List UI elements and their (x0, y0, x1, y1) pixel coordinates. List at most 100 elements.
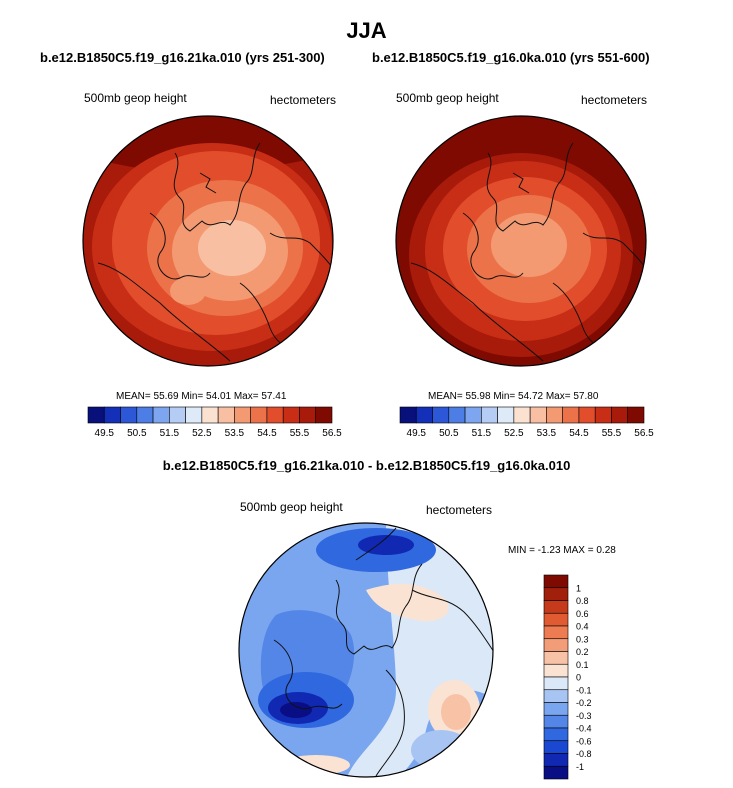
colorbar-cell (543, 587, 569, 601)
panel-left-units: hectometers (270, 93, 337, 107)
colorbar-tick-label: 56.5 (634, 428, 654, 439)
colorbar-cell (543, 714, 569, 729)
difference-variable: 500mb geop height (240, 500, 343, 514)
diff-level (441, 694, 471, 730)
colorbar-tick-label: 50.5 (127, 428, 147, 439)
colorbar-cell (543, 625, 569, 640)
difference-units: hectometers (426, 503, 493, 517)
panel-right-colorbar: 49.5 50.5 51.5 52.5 53.5 54.5 55.5 56.5 (399, 406, 654, 439)
figure-title: JJA (346, 18, 387, 43)
colorbar-tick-label: 54.5 (257, 428, 277, 439)
colorbar-cell (543, 702, 569, 716)
colorbar-cell (481, 406, 498, 424)
panel-right-stats: MEAN= 55.98 Min= 54.72 Max= 57.80 (428, 391, 599, 402)
panel-right-units: hectometers (581, 93, 648, 107)
panel-left-stats: MEAN= 55.69 Min= 54.01 Max= 57.41 (116, 391, 287, 402)
colorbar-cell (432, 406, 450, 424)
panel-right-variable: 500mb geop height (396, 91, 499, 105)
colorbar-tick-label: 0.8 (576, 596, 589, 606)
field-level (491, 213, 567, 277)
difference-map (238, 522, 494, 778)
diff-level (366, 584, 449, 622)
field-level (198, 220, 266, 276)
colorbar-tick-label: -0.8 (576, 749, 592, 759)
colorbar-cell (169, 406, 186, 424)
colorbar-tick-label: 51.5 (160, 428, 180, 439)
colorbar-tick-label: 0.2 (576, 647, 589, 657)
colorbar-cell (120, 406, 138, 424)
colorbar-cell (234, 406, 251, 424)
colorbar-cell (87, 406, 105, 424)
colorbar-cell (543, 663, 569, 678)
diff-level (358, 535, 414, 555)
colorbar-tick-label: 50.5 (439, 428, 459, 439)
colorbar-cell (543, 612, 569, 627)
difference-title: b.e12.B1850C5.f19_g16.21ka.010 - b.e12.B… (162, 458, 571, 473)
colorbar-tick-label: 55.5 (602, 428, 622, 439)
colorbar-cell (152, 406, 170, 424)
colorbar-tick-label: 49.5 (407, 428, 427, 439)
colorbar-tick-label: 0.3 (576, 634, 589, 644)
colorbar-tick-label: 1 (576, 583, 581, 593)
colorbar-cell (136, 406, 154, 424)
colorbar-tick-label: -0.3 (576, 711, 592, 721)
colorbar-cell (513, 406, 531, 424)
colorbar-cell (266, 406, 284, 424)
diff-level (411, 730, 471, 770)
colorbar-cell (448, 406, 466, 424)
colorbar-cell (543, 574, 569, 589)
colorbar-cell (594, 406, 612, 424)
colorbar-tick-label: 53.5 (225, 428, 245, 439)
colorbar-cell (543, 651, 569, 665)
colorbar-cell (543, 765, 569, 780)
colorbar-tick-label: 0 (576, 673, 581, 683)
colorbar-cell (299, 406, 317, 424)
colorbar-tick-label: 51.5 (472, 428, 492, 439)
colorbar-cell (315, 406, 333, 424)
colorbar-cell (282, 406, 300, 424)
panel-left-map (82, 115, 334, 367)
colorbar-tick-label: 0.4 (576, 622, 589, 632)
colorbar-tick-label: 53.5 (537, 428, 557, 439)
colorbar-cell (611, 406, 629, 424)
colorbar-cell (497, 406, 515, 424)
colorbar-tick-label: 49.5 (95, 428, 115, 439)
colorbar-cell (562, 406, 580, 424)
colorbar-cell (543, 740, 569, 754)
colorbar-cell (543, 676, 569, 691)
difference-minmax: MIN = -1.23 MAX = 0.28 (508, 545, 616, 556)
colorbar-tick-label: -0.1 (576, 685, 592, 695)
panel-left-variable: 500mb geop height (84, 91, 187, 105)
colorbar-cell (543, 689, 569, 703)
colorbar-cell (543, 727, 569, 742)
colorbar-tick-label: 0.6 (576, 609, 589, 619)
colorbar-tick-label: 55.5 (290, 428, 310, 439)
panel-right-title: b.e12.B1850C5.f19_g16.0ka.010 (yrs 551-6… (372, 50, 650, 65)
diff-level (346, 523, 493, 777)
colorbar-cell (543, 638, 569, 652)
diff-level (280, 702, 312, 718)
colorbar-cell (201, 406, 219, 424)
colorbar-cell (464, 406, 482, 424)
colorbar-cell (546, 406, 563, 424)
colorbar-tick-label: 52.5 (192, 428, 212, 439)
panel-left-title: b.e12.B1850C5.f19_g16.21ka.010 (yrs 251-… (40, 50, 325, 65)
colorbar-cell (185, 406, 203, 424)
colorbar-cell (543, 753, 569, 767)
colorbar-cell (578, 406, 596, 424)
colorbar-cell (103, 406, 121, 424)
colorbar-tick-label: -0.4 (576, 724, 592, 734)
colorbar-cell (399, 406, 417, 424)
colorbar-tick-label: 52.5 (504, 428, 524, 439)
colorbar-tick-label: -0.6 (576, 736, 592, 746)
colorbar-tick-label: -1 (576, 762, 584, 772)
diff-level (282, 755, 350, 775)
colorbar-cell (543, 600, 569, 614)
coastline-lines (273, 527, 493, 777)
panel-right-map (395, 115, 647, 367)
colorbar-tick-label: 0.1 (576, 660, 589, 670)
colorbar-cell (250, 406, 268, 424)
colorbar-tick-label: 54.5 (569, 428, 589, 439)
colorbar-tick-label: 56.5 (322, 428, 342, 439)
colorbar-cell (529, 406, 547, 424)
